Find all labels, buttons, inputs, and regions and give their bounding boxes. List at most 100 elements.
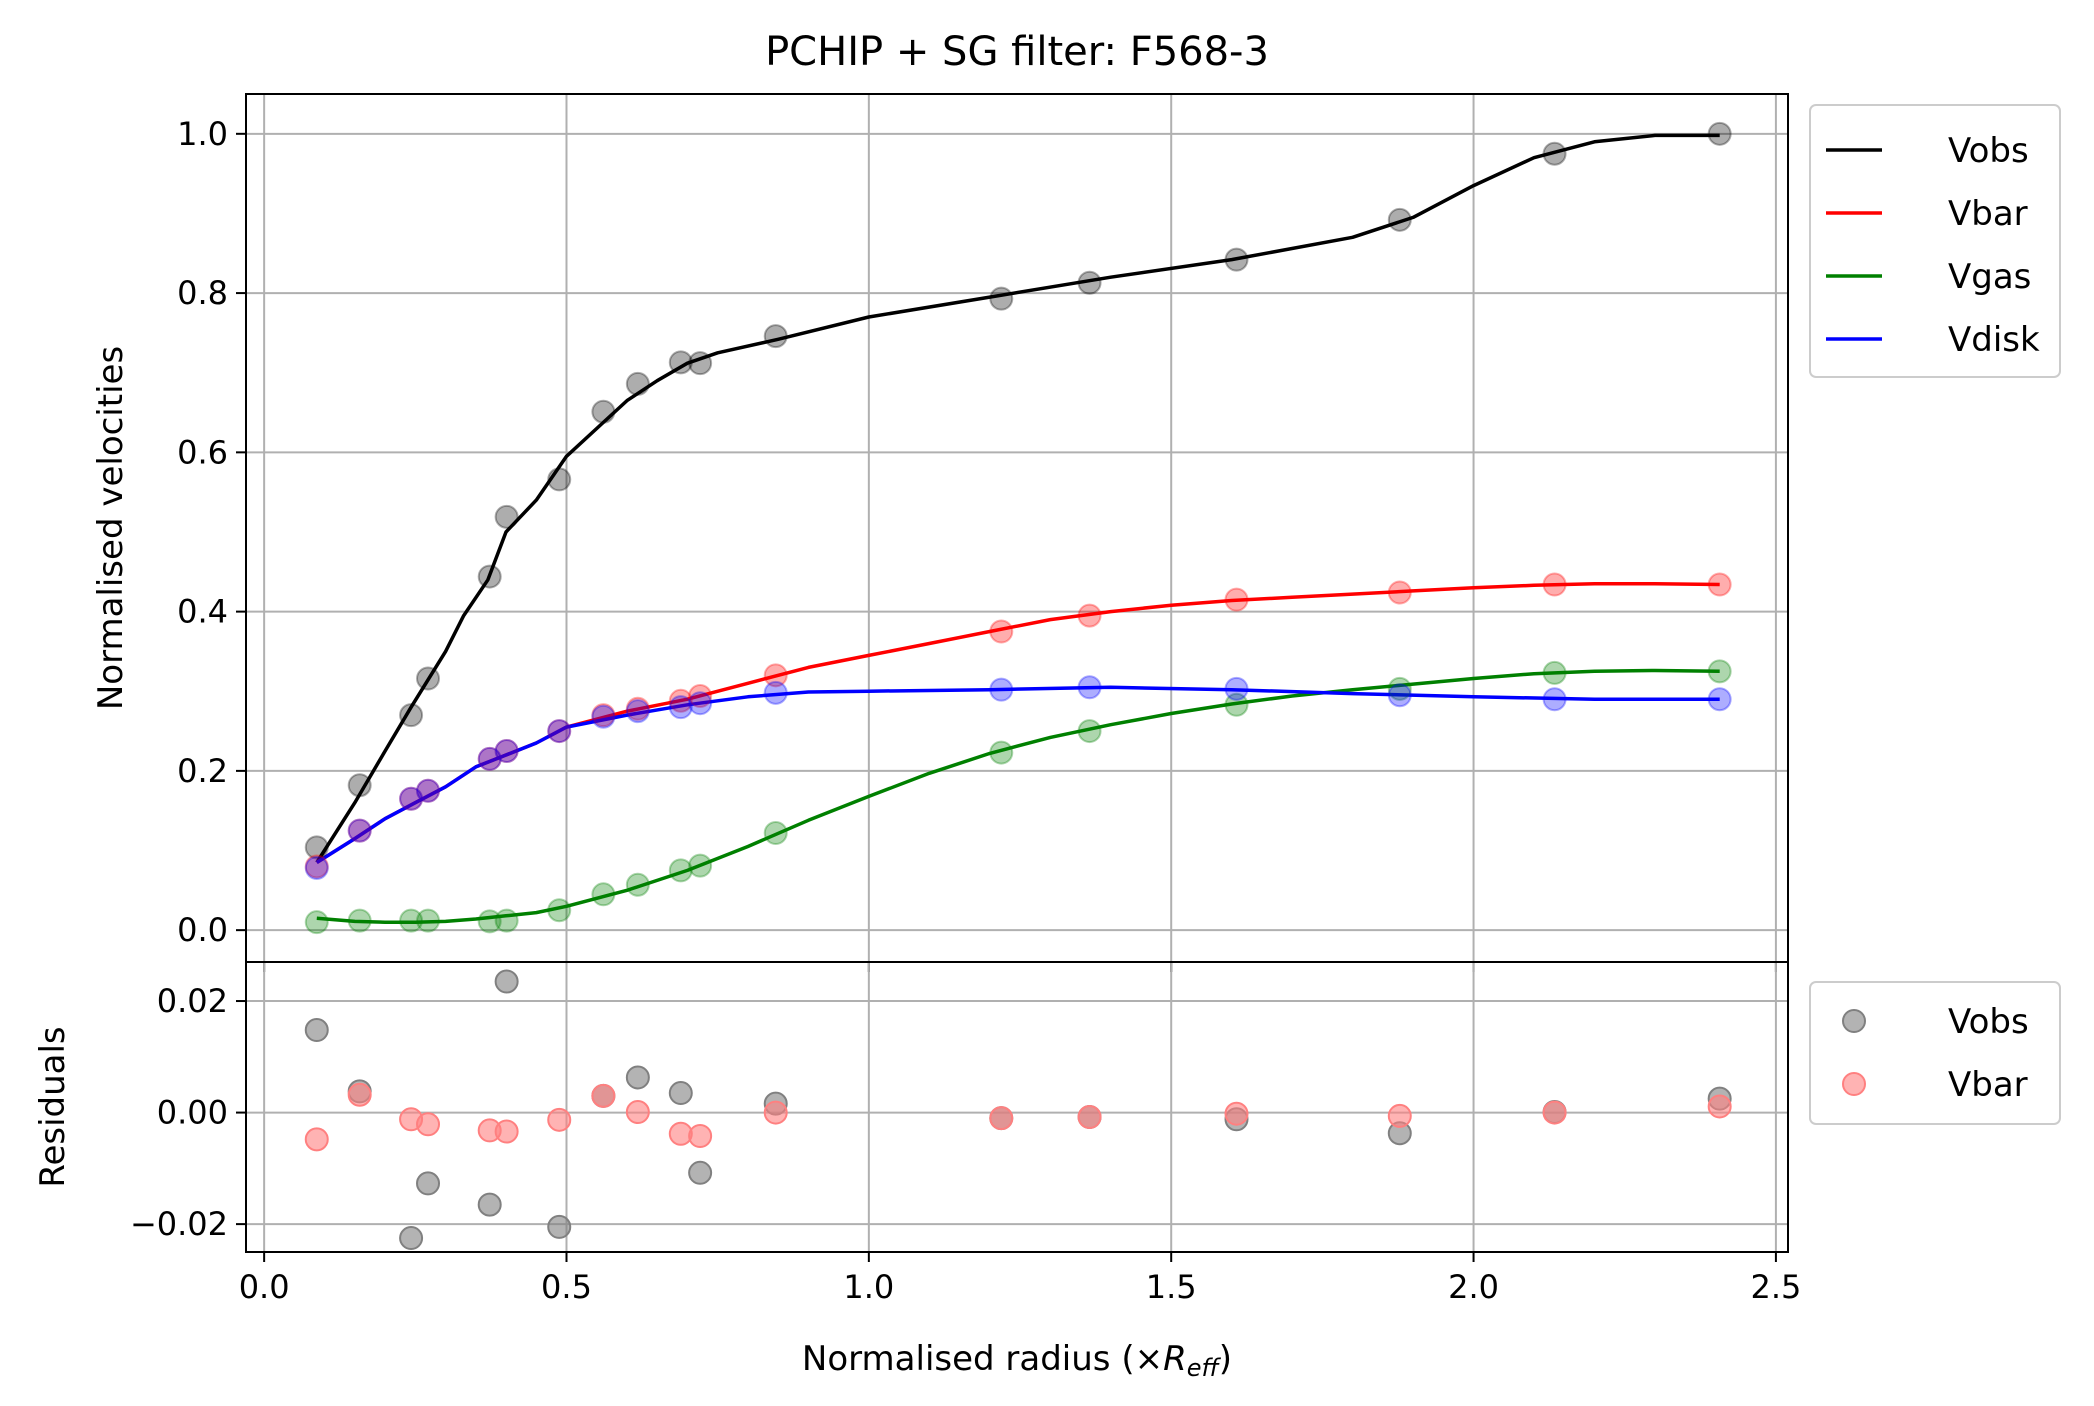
residual-y-axis-label: Residuals <box>33 1026 73 1187</box>
residual-vbar-point-0 <box>306 1128 328 1150</box>
residual-legend: Vobs Vbar <box>1810 982 2060 1124</box>
vbar-line <box>317 584 1720 863</box>
vdisk-point-17 <box>1709 688 1731 710</box>
residual-vbar-point-13 <box>1079 1106 1101 1128</box>
vobs-point-7 <box>592 401 614 423</box>
vgas-point-13 <box>1079 720 1101 742</box>
vobs-point-8 <box>627 373 649 395</box>
vobs-point-3 <box>417 668 439 690</box>
legend-vobs-label: Vobs <box>1948 131 2029 171</box>
vgas-point-12 <box>990 742 1012 764</box>
residual-panel: −0.02 0.00 0.02 0.0 0.5 1.0 1.5 2.0 2.5 Residua… <box>33 962 1801 1382</box>
velocity-y-tick-label-1: 0.2 <box>177 752 228 790</box>
residual-vbar-point-10 <box>689 1125 711 1147</box>
chart-title: PCHIP + SG filter: F568-3 <box>765 29 1269 75</box>
vobs-line <box>317 135 1720 862</box>
vobs-point-10 <box>689 352 711 374</box>
residual-vbar-point-17 <box>1709 1095 1731 1117</box>
vgas-point-0 <box>306 911 328 933</box>
velocity-curves <box>317 135 1720 922</box>
residual-y-ticks: −0.02 0.00 0.02 <box>130 982 246 1243</box>
velocity-legend: VobsVbarVgasVdisk <box>1810 105 2060 377</box>
residual-vobs-point-9 <box>670 1082 692 1104</box>
vdisk-point-10 <box>689 692 711 714</box>
legend-vgas-label: Vgas <box>1948 257 2031 297</box>
vdisk-point-15 <box>1389 684 1411 706</box>
vobs-point-1 <box>349 774 371 796</box>
residual-vbar-point-11 <box>765 1102 787 1124</box>
residual-vbar-point-16 <box>1544 1102 1566 1124</box>
residual-legend-vbar-swatch <box>1843 1073 1865 1095</box>
x-axis-label: Normalised radius (×Reff) <box>802 1339 1232 1382</box>
residual-vbar-point-3 <box>417 1113 439 1135</box>
residual-vbar-point-5 <box>496 1121 518 1143</box>
velocity-y-tick-label-2: 0.4 <box>177 593 228 631</box>
residual-vbar-point-1 <box>349 1084 371 1106</box>
vobs-point-12 <box>990 288 1012 310</box>
residual-vobs-point-3 <box>417 1172 439 1194</box>
vobs-point-11 <box>765 325 787 347</box>
x-axis-label-close: ) <box>1219 1339 1232 1379</box>
vdisk-point-0 <box>306 857 328 879</box>
residual-y-tick-label-0: −0.02 <box>130 1205 228 1243</box>
vdisk-line <box>317 687 1720 862</box>
residual-x-tick-label-1: 0.5 <box>541 1268 592 1306</box>
vdisk-point-14 <box>1226 678 1248 700</box>
vobs-point-5 <box>496 506 518 528</box>
residual-x-tick-label-4: 2.0 <box>1448 1268 1499 1306</box>
vdisk-point-1 <box>349 820 371 842</box>
vobs-point-17 <box>1709 123 1731 145</box>
residual-x-tick-label-3: 1.5 <box>1146 1268 1197 1306</box>
vdisk-point-5 <box>496 740 518 762</box>
velocity-y-tick-label-5: 1.0 <box>177 115 228 153</box>
vbar-point-16 <box>1544 574 1566 596</box>
residual-vobs-point-5 <box>496 971 518 993</box>
vdisk-point-16 <box>1544 688 1566 710</box>
vobs-point-15 <box>1389 209 1411 231</box>
residual-x-tick-label-0: 0.0 <box>239 1268 290 1306</box>
residual-vbar-point-12 <box>990 1107 1012 1129</box>
residual-vbar-point-7 <box>592 1085 614 1107</box>
x-axis-label-text: Normalised radius (× <box>802 1339 1163 1379</box>
velocity-y-tick-label-3: 0.6 <box>177 433 228 471</box>
residual-x-tick-label-2: 1.0 <box>843 1268 894 1306</box>
residual-legend-vobs-swatch <box>1843 1010 1865 1032</box>
vdisk-point-8 <box>627 700 649 722</box>
residual-x-tick-label-5: 2.5 <box>1750 1268 1801 1306</box>
vobs-point-14 <box>1226 249 1248 271</box>
vdisk-point-9 <box>670 696 692 718</box>
residual-vobs-point-4 <box>479 1194 501 1216</box>
residual-legend-vbar-label: Vbar <box>1948 1065 2028 1105</box>
velocity-grid <box>246 94 1788 962</box>
vdisk-point-3 <box>417 780 439 802</box>
vgas-point-10 <box>689 855 711 877</box>
vgas-point-3 <box>417 910 439 932</box>
vbar-point-17 <box>1709 574 1731 596</box>
vdisk-point-6 <box>548 720 570 742</box>
vdisk-point-7 <box>592 706 614 728</box>
velocity-points <box>306 123 1731 933</box>
residual-y-tick-label-1: 0.00 <box>157 1094 228 1132</box>
velocity-y-axis-label: Normalised velocities <box>91 346 131 710</box>
vobs-point-4 <box>479 566 501 588</box>
residual-vobs-point-6 <box>548 1216 570 1238</box>
x-axis-label-subscript: eff <box>1187 1354 1222 1382</box>
vgas-point-11 <box>765 822 787 844</box>
vgas-point-8 <box>627 874 649 896</box>
velocity-x-ticks <box>264 962 1776 972</box>
x-axis-label-r: R <box>1163 1339 1187 1379</box>
vgas-point-9 <box>670 859 692 881</box>
vdisk-point-12 <box>990 679 1012 701</box>
velocity-axes-frame <box>246 94 1788 962</box>
vgas-point-5 <box>496 910 518 932</box>
residual-vbar-point-15 <box>1389 1105 1411 1127</box>
vbar-point-15 <box>1389 582 1411 604</box>
residual-vbar-point-14 <box>1226 1103 1248 1125</box>
vgas-point-7 <box>592 883 614 905</box>
legend-vbar-label: Vbar <box>1948 194 2028 234</box>
vbar-point-13 <box>1079 605 1101 627</box>
vobs-point-6 <box>548 468 570 490</box>
residual-x-ticks: 0.0 0.5 1.0 1.5 2.0 2.5 <box>239 1252 1802 1306</box>
velocity-y-ticks: 0.00.20.40.60.81.0 <box>177 115 246 949</box>
vbar-point-14 <box>1226 589 1248 611</box>
